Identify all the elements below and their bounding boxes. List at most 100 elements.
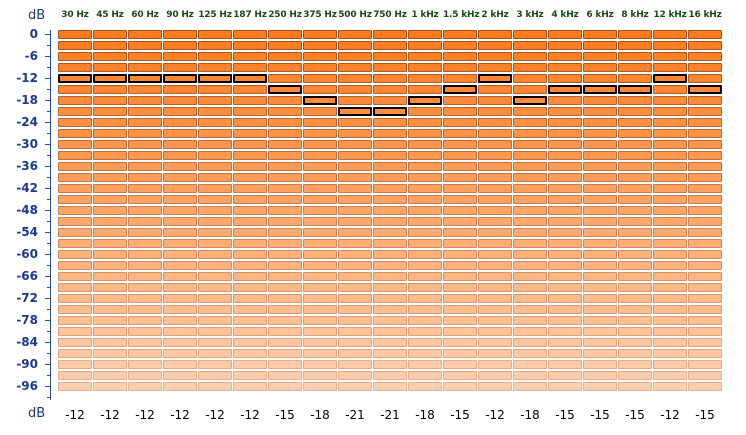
band-level-cell[interactable]: [548, 239, 582, 248]
band-level-cell[interactable]: [233, 85, 267, 94]
band-level-cell[interactable]: [93, 305, 127, 314]
band-level-cell[interactable]: [478, 283, 512, 292]
band-level-cell[interactable]: [443, 96, 477, 105]
band-level-cell[interactable]: [303, 305, 337, 314]
band-level-cell[interactable]: [163, 41, 197, 50]
band-level-cell[interactable]: [93, 41, 127, 50]
band-level-cell[interactable]: [513, 371, 547, 380]
band-level-cell[interactable]: [198, 173, 232, 182]
band-level-cell[interactable]: [198, 184, 232, 193]
band-level-cell[interactable]: [338, 162, 372, 171]
band-level-cell[interactable]: [408, 228, 442, 237]
band-level-cell[interactable]: [303, 85, 337, 94]
band-level-cell[interactable]: [513, 316, 547, 325]
band-level-cell[interactable]: [583, 118, 617, 127]
band-level-cell[interactable]: [93, 272, 127, 281]
band-level-cell[interactable]: [583, 140, 617, 149]
band-level-cell[interactable]: [93, 184, 127, 193]
band-level-cell[interactable]: [688, 173, 722, 182]
band-level-cell[interactable]: [233, 371, 267, 380]
band-level-cell[interactable]: [373, 349, 407, 358]
band-level-cell[interactable]: [583, 382, 617, 391]
band-level-cell[interactable]: [618, 195, 652, 204]
band-level-cell[interactable]: [233, 250, 267, 259]
band-level-cell[interactable]: [653, 349, 687, 358]
band-level-cell[interactable]: [373, 129, 407, 138]
band-level-cell[interactable]: [58, 250, 92, 259]
band-level-cell[interactable]: [688, 228, 722, 237]
band-level-cell[interactable]: [548, 349, 582, 358]
band-level-cell[interactable]: [688, 107, 722, 116]
band-level-cell[interactable]: [198, 228, 232, 237]
band-level-cell[interactable]: [128, 228, 162, 237]
band-level-cell[interactable]: [58, 305, 92, 314]
band-level-cell[interactable]: [653, 151, 687, 160]
band-level-cell[interactable]: [128, 261, 162, 270]
band-level-cell[interactable]: [198, 250, 232, 259]
band-level-cell[interactable]: [128, 118, 162, 127]
band-level-cell[interactable]: [93, 129, 127, 138]
band-level-cell[interactable]: [268, 217, 302, 226]
band-level-cell[interactable]: [583, 272, 617, 281]
band-level-cell[interactable]: [233, 41, 267, 50]
band-level-cell[interactable]: [303, 239, 337, 248]
band-level-cell[interactable]: [653, 107, 687, 116]
band-level-cell[interactable]: [268, 272, 302, 281]
band-level-cell[interactable]: [303, 140, 337, 149]
band-level-cell[interactable]: [688, 261, 722, 270]
band-level-cell[interactable]: [618, 338, 652, 347]
band-level-cell[interactable]: [618, 382, 652, 391]
band-level-selected[interactable]: [583, 85, 617, 94]
band-level-cell[interactable]: [373, 74, 407, 83]
band-level-cell[interactable]: [163, 206, 197, 215]
band-level-selected[interactable]: [128, 74, 162, 83]
band-level-cell[interactable]: [478, 316, 512, 325]
band-level-cell[interactable]: [478, 206, 512, 215]
band-level-cell[interactable]: [513, 206, 547, 215]
band-level-cell[interactable]: [93, 338, 127, 347]
band-level-cell[interactable]: [58, 327, 92, 336]
band-level-cell[interactable]: [338, 74, 372, 83]
band-level-cell[interactable]: [408, 162, 442, 171]
band-level-cell[interactable]: [618, 294, 652, 303]
band-level-cell[interactable]: [618, 327, 652, 336]
band-level-cell[interactable]: [93, 250, 127, 259]
band-level-cell[interactable]: [653, 272, 687, 281]
band-level-cell[interactable]: [233, 30, 267, 39]
band-level-cell[interactable]: [408, 283, 442, 292]
band-level-cell[interactable]: [58, 283, 92, 292]
band-level-cell[interactable]: [163, 173, 197, 182]
band-level-cell[interactable]: [233, 195, 267, 204]
band-level-cell[interactable]: [583, 250, 617, 259]
band-level-cell[interactable]: [198, 162, 232, 171]
band-level-cell[interactable]: [93, 140, 127, 149]
band-level-cell[interactable]: [548, 228, 582, 237]
band-level-cell[interactable]: [58, 316, 92, 325]
band-level-cell[interactable]: [478, 85, 512, 94]
band-level-cell[interactable]: [618, 316, 652, 325]
band-level-cell[interactable]: [408, 41, 442, 50]
band-level-cell[interactable]: [303, 349, 337, 358]
band-level-cell[interactable]: [163, 239, 197, 248]
band-level-cell[interactable]: [408, 30, 442, 39]
band-level-cell[interactable]: [653, 162, 687, 171]
band-level-cell[interactable]: [93, 327, 127, 336]
band-level-cell[interactable]: [163, 294, 197, 303]
band-level-cell[interactable]: [268, 118, 302, 127]
band-level-cell[interactable]: [128, 85, 162, 94]
band-level-cell[interactable]: [128, 184, 162, 193]
band-level-cell[interactable]: [268, 129, 302, 138]
band-level-cell[interactable]: [408, 349, 442, 358]
band-level-cell[interactable]: [303, 184, 337, 193]
band-level-cell[interactable]: [93, 217, 127, 226]
band-level-cell[interactable]: [338, 96, 372, 105]
band-level-cell[interactable]: [478, 41, 512, 50]
band-level-cell[interactable]: [338, 63, 372, 72]
band-level-cell[interactable]: [268, 294, 302, 303]
band-level-cell[interactable]: [443, 74, 477, 83]
band-level-cell[interactable]: [93, 316, 127, 325]
band-level-cell[interactable]: [268, 338, 302, 347]
band-level-cell[interactable]: [163, 338, 197, 347]
band-level-cell[interactable]: [653, 294, 687, 303]
band-level-cell[interactable]: [198, 382, 232, 391]
